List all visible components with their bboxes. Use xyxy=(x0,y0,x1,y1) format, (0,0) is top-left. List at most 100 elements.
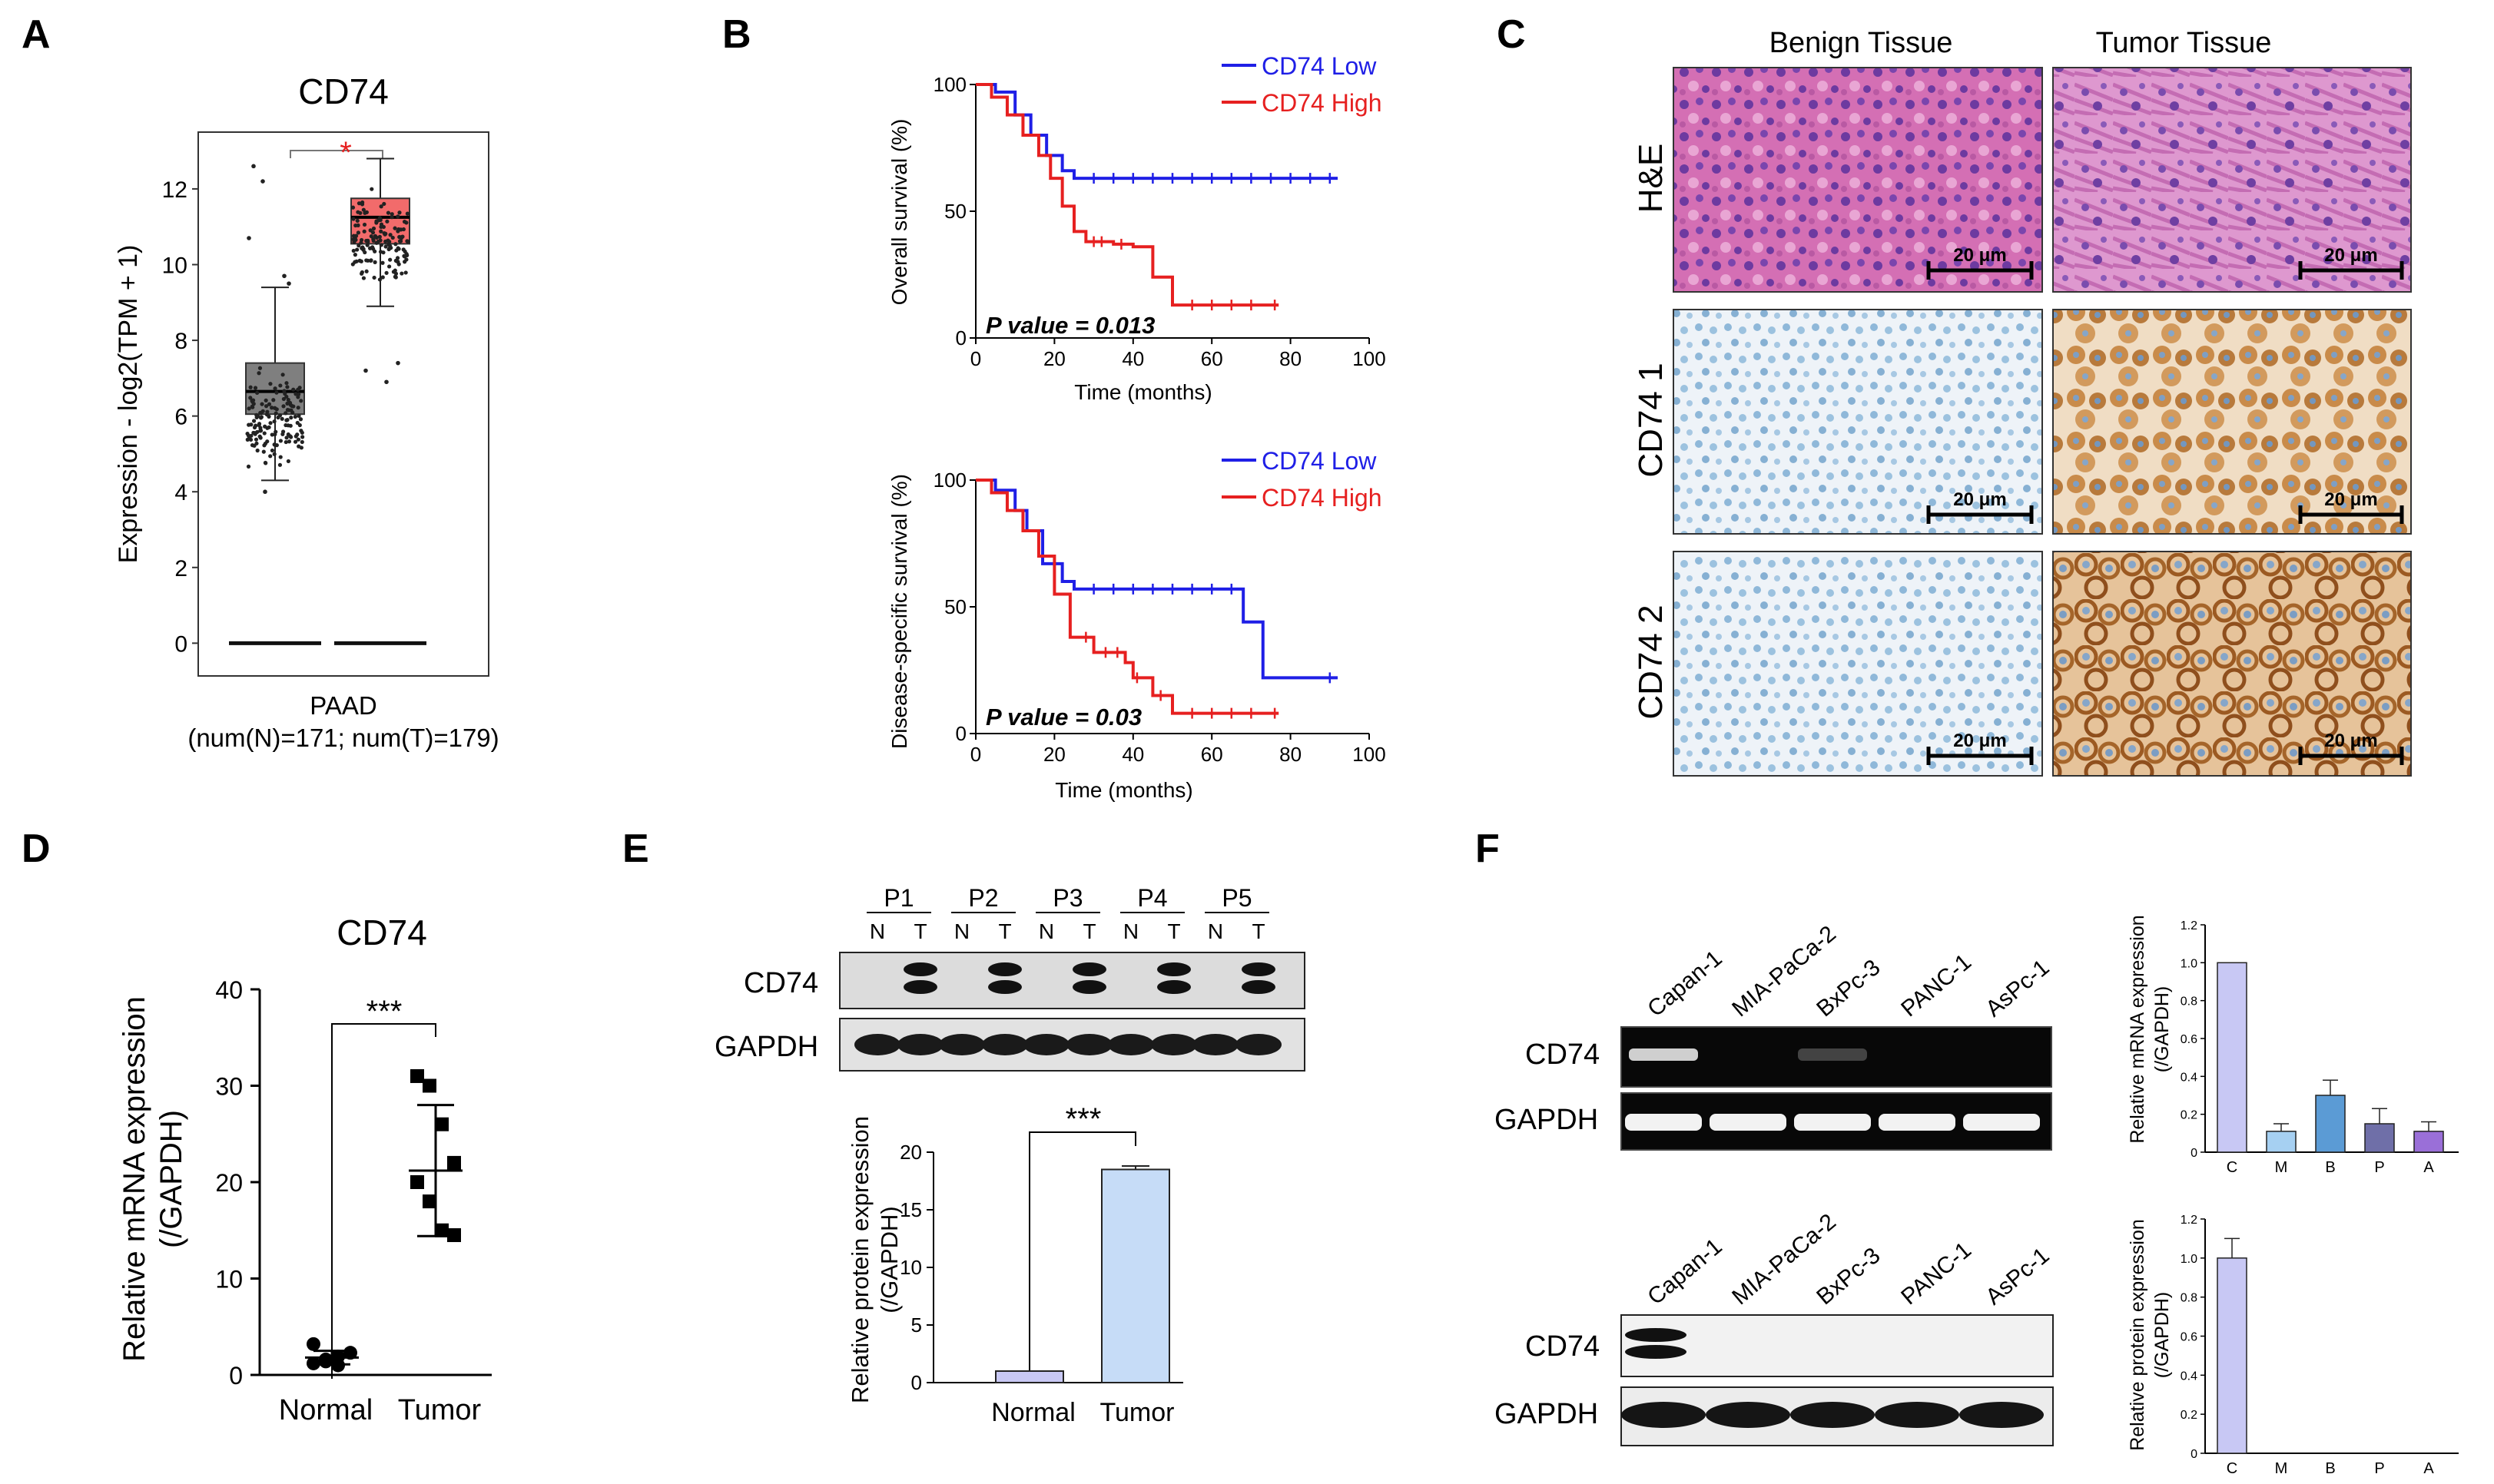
jitter-point xyxy=(378,250,383,254)
jitter-point xyxy=(390,235,395,240)
jitter-point xyxy=(259,415,264,419)
patient-label: P5 xyxy=(1222,884,1252,912)
micrograph-cd74-2-tumor xyxy=(2052,551,2412,777)
y-tick-label: 2 xyxy=(174,556,187,581)
jitter-point xyxy=(280,432,285,436)
scalebar-he-benign: 20 μm xyxy=(1926,245,2034,280)
gapdh-band xyxy=(1066,1034,1113,1055)
jitter-point xyxy=(270,432,274,437)
jitter-point xyxy=(286,459,290,464)
bar-P xyxy=(2364,1123,2395,1153)
jitter-point xyxy=(287,439,292,444)
jitter-point xyxy=(290,410,295,415)
y-tick-label: 50 xyxy=(944,595,967,618)
jitter-point xyxy=(281,396,286,402)
jitter-point xyxy=(289,416,294,420)
cell-line-label: AsPc-1 xyxy=(1981,955,2054,1022)
jitter-point xyxy=(300,430,304,435)
jitter-point xyxy=(257,422,262,426)
jitter-point xyxy=(293,439,298,444)
jitter-point xyxy=(272,452,277,456)
legend-cd74-low: CD74 Low xyxy=(1262,447,1377,475)
jitter-point xyxy=(360,270,364,275)
y-tick-label: 0 xyxy=(229,1362,243,1390)
legend-cd74-high: CD74 High xyxy=(1262,484,1382,512)
x-tick-label: 80 xyxy=(1279,743,1302,766)
jitter-point xyxy=(405,239,410,243)
category-label: M xyxy=(2275,1460,2288,1477)
jitter-point xyxy=(402,220,407,224)
jitter-point xyxy=(280,373,285,377)
panel-b-survival: 0 20 40 60 80 100 0 50 100 0 20 40 60 80 100 0 50 100 Ov… xyxy=(887,52,1386,802)
jitter-point xyxy=(278,439,284,443)
jitter-point xyxy=(364,269,369,273)
jitter-point xyxy=(379,243,383,247)
x-tick-label: 20 xyxy=(1043,347,1066,370)
panel-e-sig-bracket xyxy=(1029,1131,1136,1379)
gel-gapdh-band xyxy=(1794,1114,1871,1131)
jitter-point xyxy=(351,248,356,253)
jitter-point xyxy=(284,381,289,386)
y-tick-label: 1.0 xyxy=(2181,957,2197,970)
jitter-point xyxy=(362,222,367,227)
jitter-point xyxy=(403,270,408,275)
data-point-tumor xyxy=(447,1155,461,1170)
panel-d-cat-normal: Normal xyxy=(279,1394,373,1426)
panel-f-protein-ylabel-line2: (/GAPDH) xyxy=(2151,1292,2173,1379)
cell-line-label: BxPc-3 xyxy=(1812,955,1885,1022)
jitter-point xyxy=(383,244,388,249)
panel-label-e: E xyxy=(622,826,649,871)
micrograph-cd74-2-benign xyxy=(1673,551,2043,777)
jitter-point xyxy=(271,398,276,402)
legend-cd74-low: CD74 Low xyxy=(1262,52,1377,80)
jitter-point xyxy=(357,201,362,206)
jitter-point xyxy=(250,405,255,409)
cd74-band-lower xyxy=(988,980,1022,994)
panel-e-cat-normal: Normal xyxy=(991,1398,1076,1427)
jitter-point xyxy=(263,441,268,446)
panel-a-ylabel: Expression - log2(TPM + 1) xyxy=(114,245,143,564)
panel-d-scatter: CD74 Relative mRNA expression (/GAPDH) N… xyxy=(118,913,492,1426)
data-point-tumor xyxy=(410,1175,424,1189)
jitter-point xyxy=(390,212,394,217)
panel-label-a: A xyxy=(22,12,51,57)
jitter-point xyxy=(270,406,274,410)
jitter-point xyxy=(385,219,390,224)
category-label: P xyxy=(2374,1159,2384,1176)
panel-c-row-cd74-1: CD74 1 xyxy=(1632,363,1670,477)
jitter-point xyxy=(379,204,383,209)
jitter-point xyxy=(357,243,361,248)
jitter-point xyxy=(356,210,360,214)
panel-d-cat-tumor: Tumor xyxy=(398,1394,482,1426)
jitter-point xyxy=(297,413,301,418)
gapdh-band xyxy=(1151,1034,1197,1055)
scalebar-label: 20 μm xyxy=(2324,489,2377,510)
bar-A xyxy=(2413,1131,2444,1153)
jitter-point xyxy=(287,400,293,406)
micrograph-cd74-1-tumor xyxy=(2052,309,2412,535)
panel-f-blot-gapdh-label: GAPDH xyxy=(1494,1398,1598,1430)
jitter-point xyxy=(284,411,288,416)
jitter-point xyxy=(383,232,387,237)
jitter-point xyxy=(290,403,294,408)
panel-d-title: CD74 xyxy=(337,913,427,952)
jitter-point xyxy=(366,240,370,244)
jitter-point xyxy=(272,419,277,424)
y-tick-label: 40 xyxy=(215,976,243,1004)
jitter-point xyxy=(270,448,275,453)
blot-cd74-band xyxy=(1625,1345,1686,1359)
y-tick-label: 8 xyxy=(174,329,187,354)
jitter-point xyxy=(299,399,303,403)
gel-gapdh-band xyxy=(1963,1114,2040,1131)
jitter-point xyxy=(254,412,259,417)
cd74-band-lower xyxy=(1157,980,1191,994)
gel-gapdh-band xyxy=(1710,1114,1786,1131)
jitter-point xyxy=(253,431,257,436)
jitter-point xyxy=(356,230,361,235)
panel-f-blot-cd74-label: CD74 xyxy=(1525,1330,1600,1363)
jitter-point xyxy=(396,246,400,250)
category-label: A xyxy=(2423,1159,2434,1176)
jitter-point xyxy=(362,229,366,234)
jitter-point xyxy=(379,224,383,229)
panel-e-blot-cd74 xyxy=(839,952,1305,1009)
